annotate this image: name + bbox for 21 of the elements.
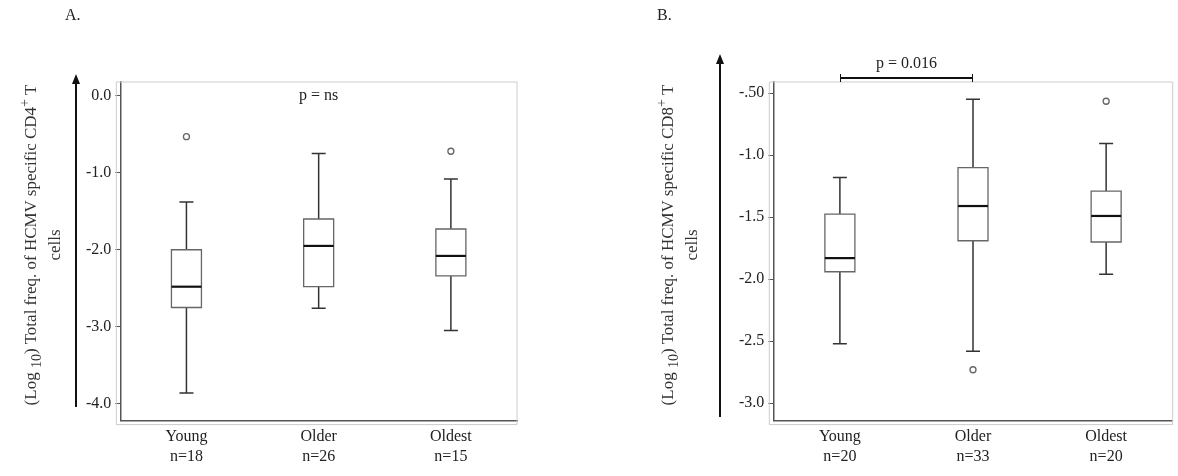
chart-title: B. (657, 6, 672, 24)
y-tick-label: -4.0 (86, 393, 112, 411)
y-tick-label: -2.0 (86, 239, 112, 257)
y-tick-label: -1.5 (739, 207, 765, 225)
x-tick-label: Young n=20 (818, 427, 861, 464)
x-tick-label: Oldest n=15 (430, 427, 473, 464)
x-tick-label: Older n=33 (954, 427, 992, 464)
chart-title: A. (65, 6, 81, 24)
x-tick-label: Oldest n=20 (1085, 427, 1128, 464)
y-tick-label: -3.0 (86, 316, 112, 334)
annotation: p = ns (299, 86, 339, 104)
y-tick-label: -.50 (739, 83, 765, 101)
y-tick-label: -1.0 (86, 163, 112, 181)
x-tick-label: Young n=18 (165, 427, 208, 464)
y-tick-label: -3.0 (739, 393, 765, 411)
x-tick-label: Older n=26 (300, 427, 338, 464)
y-tick-label: -2.5 (739, 331, 765, 349)
y-tick-label: 0.0 (91, 86, 112, 104)
text: p = 0.016 (875, 54, 937, 72)
y-tick-label: -1.0 (739, 145, 765, 163)
y-tick-label: -2.0 (739, 269, 765, 287)
